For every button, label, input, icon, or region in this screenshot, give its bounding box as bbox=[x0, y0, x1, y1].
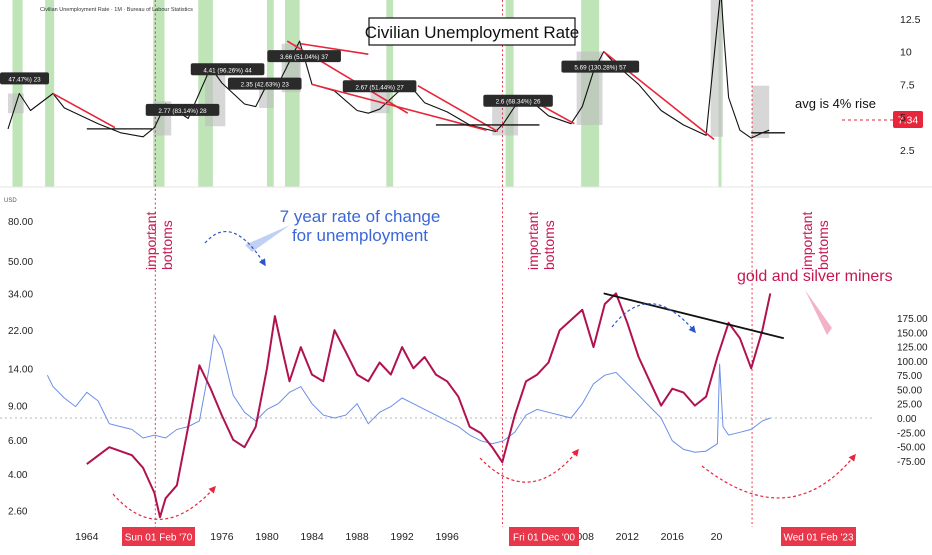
top-axis-tick: 12.5 bbox=[900, 14, 921, 26]
miners-trend-line bbox=[603, 292, 785, 340]
x-axis-tick: 1988 bbox=[345, 531, 369, 543]
top-axis-tick: 10 bbox=[900, 47, 912, 59]
date-badge-1970: Sun 01 Feb '70 bbox=[122, 527, 195, 546]
right-axis-tick: 100.00 bbox=[897, 357, 928, 368]
recession-band bbox=[284, 0, 300, 187]
peak-labels: 47.47%) 23 2.77 (83.14%) 28 4.41 (96.26%) … bbox=[0, 50, 640, 116]
red-arc-2000 bbox=[479, 448, 579, 483]
right-axis-tick: 0.00 bbox=[897, 414, 917, 425]
peak-label-text: 3.66 (51.04%) 37 bbox=[280, 54, 329, 61]
peak-label: 2.77 (83.14%) 28 bbox=[145, 103, 220, 116]
left-axis-tick: 80.00 bbox=[8, 217, 33, 228]
peak-label-text: 2.35 (42.63%) 23 bbox=[241, 82, 290, 89]
x-axis-tick: 2016 bbox=[661, 531, 685, 543]
miners-line bbox=[86, 292, 772, 519]
blue-arc-1976 bbox=[204, 231, 266, 267]
x-axis-tick: 1996 bbox=[435, 531, 459, 543]
left-axis-tick: 22.00 bbox=[8, 326, 33, 337]
top-axis-tick: 7.5 bbox=[900, 79, 915, 91]
x-axis-tick: 1964 bbox=[75, 531, 99, 543]
measurement-box bbox=[752, 85, 770, 139]
miners-annotation: gold and silver miners bbox=[737, 268, 893, 285]
right-axis-tick: 150.00 bbox=[897, 328, 928, 339]
right-axis-tick: 125.00 bbox=[897, 343, 928, 354]
axes: 1512.5107.552.5175.00150.00125.00100.007… bbox=[8, 14, 928, 543]
date-badge-2023: Wed 01 Feb '23 bbox=[781, 527, 856, 546]
x-axis-tick: 1980 bbox=[255, 531, 279, 543]
title-box bbox=[368, 17, 576, 46]
red-trend-line bbox=[417, 84, 499, 133]
svg-text:Fri 01 Dec '00: Fri 01 Dec '00 bbox=[513, 533, 575, 544]
avg-note: avg is 4% rise bbox=[795, 96, 876, 111]
x-axis-tick: 1984 bbox=[300, 531, 324, 543]
peak-label-text: 4.41 (96.26%) 44 bbox=[203, 67, 252, 74]
chart-title: Civilian Unemployment Rate bbox=[365, 23, 579, 42]
left-axis-tick: 9.00 bbox=[8, 402, 28, 413]
x-axis-tick: 1992 bbox=[390, 531, 414, 543]
peak-label: 3.66 (51.04%) 37 bbox=[267, 50, 341, 63]
peak-label: 4.41 (96.26%) 44 bbox=[190, 63, 265, 76]
rate-annotation-pointer bbox=[245, 225, 290, 252]
top-axis-tick: 2.5 bbox=[900, 145, 915, 157]
peak-label: 2.67 (51.44%) 27 bbox=[342, 80, 417, 93]
recession-band bbox=[12, 0, 23, 187]
right-axis-tick: -75.00 bbox=[897, 457, 926, 468]
left-axis-tick: 4.00 bbox=[8, 470, 28, 481]
right-axis-tick: 25.00 bbox=[897, 400, 922, 411]
measurement-box bbox=[710, 0, 724, 137]
left-axis-tick: 14.00 bbox=[8, 364, 33, 375]
left-axis-tick: 34.00 bbox=[8, 289, 33, 300]
peak-label-text: 2.6 (68.34%) 26 bbox=[496, 99, 541, 106]
red-arc-1970 bbox=[112, 485, 216, 520]
svg-text:Wed 01 Feb '23: Wed 01 Feb '23 bbox=[783, 533, 854, 544]
right-axis-tick: 50.00 bbox=[897, 385, 922, 396]
x-axis-tick: 2012 bbox=[616, 531, 640, 543]
svg-text:Sun 01 Feb '70: Sun 01 Feb '70 bbox=[125, 533, 193, 544]
right-axis-tick: 175.00 bbox=[897, 314, 928, 325]
red-trend-line bbox=[52, 92, 116, 129]
top-axis-tick: 5 bbox=[900, 112, 906, 124]
red-arc-2023 bbox=[701, 453, 856, 499]
peak-label-text: 2.67 (51.44%) 27 bbox=[355, 84, 404, 91]
left-axis-tick: 2.60 bbox=[8, 506, 28, 517]
blue-arc-2011 bbox=[611, 303, 696, 334]
x-axis-tick: 1976 bbox=[210, 531, 234, 543]
important-bottoms-label-1970: importantbottoms bbox=[143, 212, 175, 270]
important-bottoms-label-2000: importantbottoms bbox=[525, 212, 557, 270]
right-axis-tick: 75.00 bbox=[897, 371, 922, 382]
recession-band bbox=[505, 0, 514, 187]
peak-label-text: 47.47%) 23 bbox=[8, 76, 41, 83]
rate-of-change-annotation: 7 year rate of change for unemployment bbox=[280, 207, 441, 245]
miners-annotation-pointer bbox=[805, 290, 832, 335]
recession-band bbox=[153, 0, 165, 187]
series-lines bbox=[7, 0, 772, 519]
price-tag bbox=[893, 111, 923, 128]
measurement-boxes bbox=[8, 0, 770, 139]
red-trend-line bbox=[300, 42, 369, 56]
left-axis-tick: 6.00 bbox=[8, 436, 28, 447]
recession-band bbox=[45, 0, 55, 187]
important-bottoms-label-2023: importantbottoms bbox=[799, 212, 831, 270]
peak-label: 5.69 (130.28%) 57 bbox=[561, 60, 640, 73]
rate-of-change-line bbox=[46, 333, 771, 453]
right-axis-tick: -50.00 bbox=[897, 443, 926, 454]
source-line: Civilian Unemployment Rate · 1M · Bureau… bbox=[40, 7, 193, 13]
currency-label: USD bbox=[4, 198, 17, 204]
price-tag-value: 7.34 bbox=[898, 115, 919, 127]
peak-label: 47.47%) 23 bbox=[0, 72, 49, 85]
peak-label: 2.35 (42.63%) 23 bbox=[227, 77, 302, 90]
right-axis-tick: -25.00 bbox=[897, 428, 926, 439]
peak-label-text: 5.69 (130.28%) 57 bbox=[574, 65, 626, 72]
peak-label: 2.6 (68.34%) 26 bbox=[483, 94, 553, 107]
left-axis-tick: 50.00 bbox=[8, 257, 33, 268]
date-badge-2000: Fri 01 Dec '00 bbox=[509, 527, 579, 546]
peak-label-text: 2.77 (83.14%) 28 bbox=[158, 108, 207, 115]
unemployment-line bbox=[7, 0, 770, 139]
measurement-box bbox=[205, 67, 226, 127]
x-axis-tick: 20 bbox=[711, 531, 723, 543]
